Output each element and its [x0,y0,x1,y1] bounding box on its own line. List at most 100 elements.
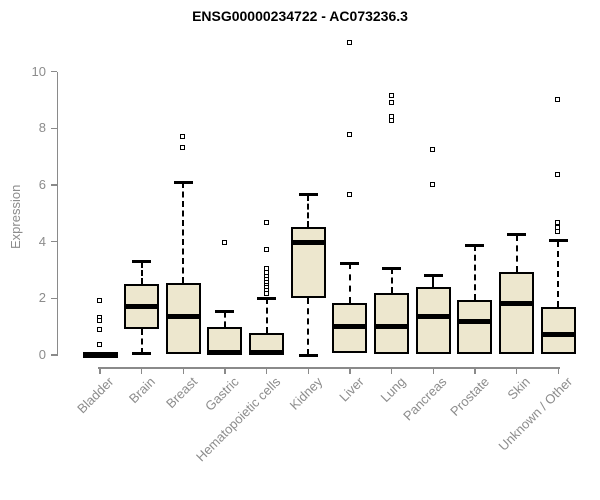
x-tick [140,368,143,374]
outlier-marker [263,291,269,297]
box-pancreas [415,286,451,354]
upper-whisker [140,261,143,285]
y-tick [50,240,57,243]
outlier-marker [388,92,394,98]
outlier-marker [97,326,102,332]
outlier-marker [263,220,269,226]
outlier-marker [180,133,186,139]
upper-whisker [265,298,268,334]
median-line [540,331,576,337]
y-tick [50,354,57,356]
median-line [332,324,368,330]
upper-whisker [390,268,393,294]
outlier-marker [97,342,102,348]
y-tick-label: 8 [38,120,46,136]
x-axis-line [98,367,561,369]
outlier-marker [180,145,186,151]
lower-whisker-cap [298,353,318,357]
upper-whisker [223,311,226,327]
outlier-marker [221,240,227,246]
outlier-marker [97,318,102,323]
lower-whisker [307,298,310,355]
x-tick [557,368,560,374]
x-tick-label: Breast [162,374,200,412]
y-tick [50,184,57,186]
x-tick-label: Pancreas [400,374,450,424]
upper-whisker-cap [423,273,443,277]
outlier-marker [388,99,394,105]
x-tick [515,368,518,374]
upper-whisker [432,275,435,287]
x-tick [265,368,268,374]
x-tick [99,368,101,374]
upper-whisker [473,245,476,301]
median-line [82,351,118,357]
x-tick [307,368,310,374]
outlier-marker [346,40,352,46]
upper-whisker [515,234,518,272]
upper-whisker-cap [257,296,277,300]
upper-whisker-cap [465,243,485,247]
y-tick [50,127,57,130]
upper-whisker-cap [215,310,235,314]
outlier-marker [430,146,436,152]
median-line [374,323,410,329]
x-tick [224,368,226,374]
x-tick-label: Skin [504,374,534,403]
y-tick-label: 4 [38,233,46,249]
upper-whisker [557,240,560,307]
upper-whisker [182,182,185,284]
outlier-marker [555,97,561,103]
outlier-marker [555,228,561,234]
upper-whisker [307,194,310,227]
box-skin [499,271,535,355]
y-tick-label: 2 [38,290,46,306]
x-tick-label: Gastric [201,374,242,414]
outlier-marker [263,247,269,253]
upper-whisker-cap [340,261,360,265]
x-tick-label: Prostate [446,374,492,419]
x-tick-label: Liver [336,374,367,405]
lower-whisker [140,328,143,354]
median-line [249,349,285,355]
upper-whisker-cap [548,239,568,243]
y-tick [50,70,57,73]
median-line [499,300,535,306]
median-line [165,314,201,320]
outlier-marker [97,298,102,304]
box-kidney [290,226,326,299]
median-line [124,304,160,310]
x-tick [182,368,185,374]
x-tick [432,368,435,374]
median-line [290,239,326,245]
median-line [207,349,243,355]
upper-whisker-cap [298,193,318,197]
y-tick-label: 6 [38,177,46,193]
lower-whisker-cap [132,352,152,356]
x-tick-label: Brain [126,374,159,407]
upper-whisker-cap [132,260,152,263]
median-line [415,314,451,320]
upper-whisker-cap [173,180,193,184]
x-tick-label: Bladder [74,374,117,417]
median-line [457,318,493,324]
box-lung [374,293,410,354]
chart-title: ENSG00000234722 - AC073236.3 [192,8,408,24]
x-tick [474,368,476,374]
outlier-marker [346,191,352,197]
x-tick-label: Unknown / Other [495,374,575,454]
box-unknown-other [540,306,576,355]
y-tick-label: 10 [31,63,46,79]
x-tick-label: Kidney [286,374,325,413]
box-prostate [457,300,493,354]
x-tick [390,368,393,374]
y-axis-line [56,71,58,356]
outlier-marker [388,118,394,124]
outlier-marker [555,172,561,178]
upper-whisker-cap [507,233,527,237]
y-tick [50,297,57,300]
x-tick-label: Lung [377,374,409,406]
x-tick [349,368,351,374]
y-tick-label: 0 [38,347,46,362]
